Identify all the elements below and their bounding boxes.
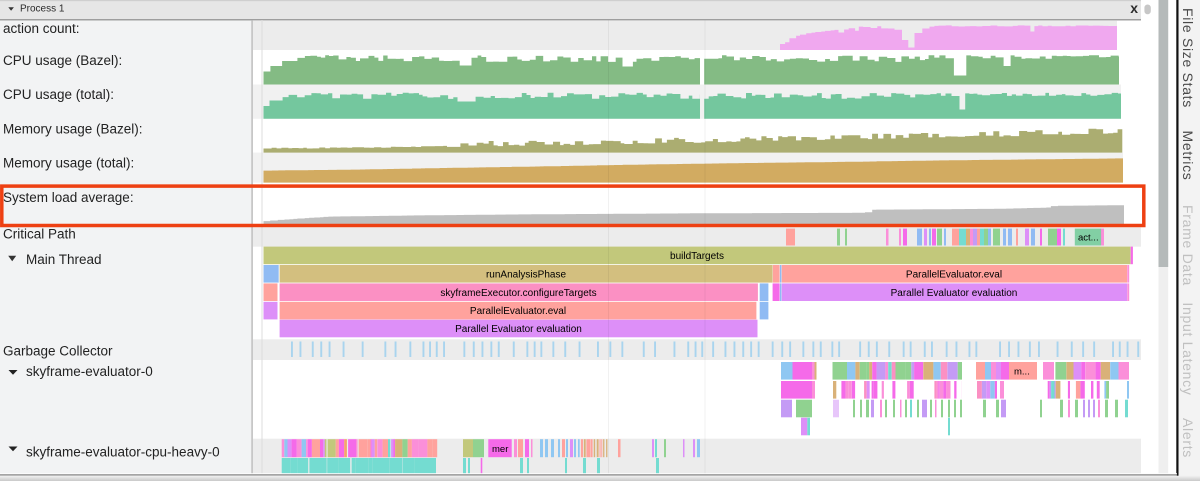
- svg-text:x: x: [1130, 0, 1138, 16]
- svg-text:Memory usage (Bazel):: Memory usage (Bazel):: [3, 122, 143, 137]
- svg-text:ParallelEvaluator.eval: ParallelEvaluator.eval: [906, 269, 1002, 280]
- svg-text:Frame Data: Frame Data: [1180, 205, 1196, 286]
- svg-text:Garbage Collector: Garbage Collector: [3, 344, 113, 359]
- svg-text:Process 1: Process 1: [20, 4, 65, 15]
- svg-text:action count:: action count:: [3, 21, 80, 36]
- svg-text:mer: mer: [492, 444, 508, 455]
- svg-text:ParallelEvaluator.eval: ParallelEvaluator.eval: [470, 306, 566, 317]
- svg-text:skyframeExecutor.configureTarg: skyframeExecutor.configureTargets: [440, 288, 596, 299]
- svg-text:skyframe-evaluator-cpu-heavy-0: skyframe-evaluator-cpu-heavy-0: [26, 444, 220, 459]
- svg-text:Critical Path: Critical Path: [3, 227, 76, 242]
- svg-text:m...: m...: [1014, 366, 1030, 377]
- svg-text:skyframe-evaluator-0: skyframe-evaluator-0: [26, 364, 153, 379]
- svg-text:Metrics: Metrics: [1180, 130, 1196, 180]
- svg-text:System load average:: System load average:: [3, 190, 134, 205]
- svg-text:act...: act...: [1078, 233, 1099, 244]
- svg-text:Memory usage (total):: Memory usage (total):: [3, 155, 134, 170]
- svg-text:runAnalysisPhase: runAnalysisPhase: [486, 269, 566, 280]
- svg-text:Main Thread: Main Thread: [26, 252, 102, 267]
- svg-text:CPU usage (total):: CPU usage (total):: [3, 87, 114, 102]
- svg-text:Parallel Evaluator evaluation: Parallel Evaluator evaluation: [455, 324, 582, 335]
- svg-text:Input Latency: Input Latency: [1180, 302, 1196, 395]
- svg-text:Parallel Evaluator evaluation: Parallel Evaluator evaluation: [891, 288, 1018, 299]
- svg-text:CPU usage (Bazel):: CPU usage (Bazel):: [3, 53, 122, 68]
- svg-text:Alerts: Alerts: [1180, 418, 1196, 458]
- svg-text:buildTargets: buildTargets: [670, 251, 724, 262]
- svg-text:File Size Stats: File Size Stats: [1180, 8, 1196, 108]
